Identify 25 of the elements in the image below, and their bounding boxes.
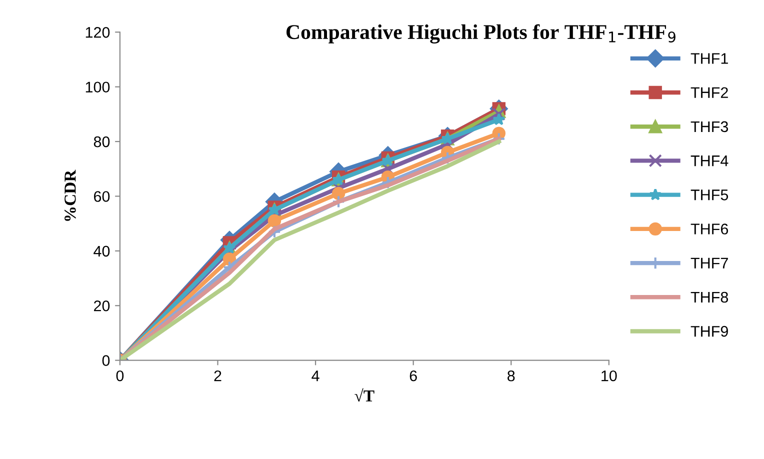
chart-title: Comparative Higuchi Plots for THF$_{1}$-THF$_{9}$ (286, 24, 676, 44)
y-tick-label: 80 (94, 136, 110, 148)
x-tick-label: 6 (410, 370, 417, 382)
y-tick-label: 0 (102, 355, 110, 366)
y-tick-label: 20 (94, 300, 110, 312)
y-tick-label: 60 (94, 191, 110, 202)
legend-label: THF8 (690, 292, 728, 303)
x-tick-label: 2 (214, 370, 222, 382)
legend-label: THF6 (690, 224, 728, 234)
legend-label: THF4 (690, 156, 728, 166)
legend-label: THF3 (690, 121, 728, 132)
y-tick-label: 120 (86, 27, 110, 38)
x-tick-label: 0 (116, 370, 124, 382)
y-tick-label: 100 (86, 82, 110, 93)
y-tick-label: 40 (94, 246, 110, 257)
x-axis-title: √T (354, 388, 374, 402)
legend-label: THF9 (690, 326, 728, 337)
legend-label: THF7 (690, 258, 728, 268)
x-tick-label: 10 (602, 370, 617, 382)
y-axis-title: %CDR (64, 170, 76, 221)
legend-label: THF1 (690, 53, 728, 64)
x-tick-label: 8 (508, 370, 515, 382)
legend-label: THF2 (690, 87, 728, 98)
legend-label: THF5 (690, 190, 728, 200)
x-tick-label: 4 (312, 370, 320, 382)
